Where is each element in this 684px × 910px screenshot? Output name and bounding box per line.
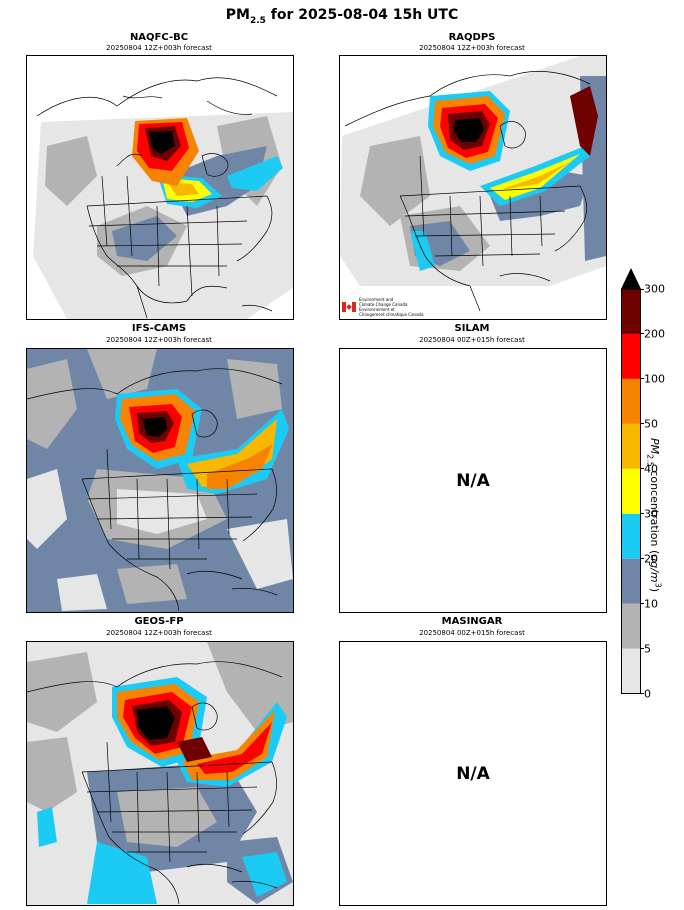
- map-raqdps: Environment and Climate Change Canada En…: [339, 55, 607, 320]
- panel-title-masingar: MASINGAR: [441, 616, 503, 627]
- colorbar-extend-arrow: [621, 268, 641, 289]
- colorbar-tick-mark: [640, 603, 644, 605]
- na-text-masingar: N/A: [456, 763, 490, 784]
- panel-subtitle-ifs-cams: 20250804 12Z+003h forecast: [106, 336, 212, 344]
- map-ifs-cams: [26, 348, 294, 613]
- panel-title-ifs-cams: IFS-CAMS: [131, 323, 187, 334]
- colorbar-tick-label: 0: [644, 687, 651, 700]
- colorbar-segment: [621, 423, 641, 469]
- panel-title-naqfc-bc: NAQFC-BC: [129, 32, 189, 43]
- colorbar-segment: [621, 468, 641, 514]
- colorbar-segment: [621, 378, 641, 424]
- canada-flag-icon: [342, 302, 356, 312]
- colorbar-tick-label: 200: [644, 327, 665, 341]
- colorbar-tick-label: 300: [644, 282, 665, 296]
- map-geos-fp: [26, 641, 294, 906]
- panel-subtitle-naqfc-bc: 20250804 12Z+003h forecast: [106, 44, 212, 52]
- colorbar-tick-label: 50: [644, 417, 658, 431]
- colorbar-segment: [621, 603, 641, 649]
- colorbar-segment: [621, 513, 641, 559]
- colorbar-tick-mark: [640, 288, 644, 290]
- colorbar-tick-mark: [640, 513, 644, 515]
- colorbar-tick-mark: [640, 378, 644, 380]
- panel-title-raqdps: RAQDPS: [448, 32, 496, 43]
- colorbar-segment: [621, 648, 641, 694]
- colorbar-tick-mark: [640, 468, 644, 470]
- panel-title-geos-fp: GEOS-FP: [134, 616, 184, 627]
- colorbar-segment: [621, 289, 641, 334]
- panel-subtitle-silam: 20250804 00Z+015h forecast: [419, 336, 525, 344]
- colorbar-tick-label: 30: [644, 507, 658, 521]
- panel-subtitle-raqdps: 20250804 12Z+003h forecast: [419, 44, 525, 52]
- colorbar-tick-mark: [640, 648, 644, 650]
- colorbar: [621, 268, 641, 694]
- colorbar-segment: [621, 333, 641, 379]
- colorbar-tick-label: 100: [644, 372, 665, 386]
- colorbar-tick-label: 20: [644, 552, 658, 566]
- colorbar-tick-label: 10: [644, 597, 658, 611]
- map-masingar: N/A: [339, 641, 607, 906]
- colorbar-tick-mark: [640, 693, 644, 694]
- panel-title-silam: SILAM: [454, 323, 490, 334]
- na-text-silam: N/A: [456, 470, 490, 491]
- eccc-logo: Environment and Climate Change Canada En…: [342, 297, 424, 317]
- panel-subtitle-masingar: 20250804 00Z+015h forecast: [419, 629, 525, 637]
- panel-subtitle-geos-fp: 20250804 12Z+003h forecast: [106, 629, 212, 637]
- colorbar-tick-label: 40: [644, 462, 658, 476]
- colorbar-label: PM2.5 concentration (ug/m3): [645, 437, 663, 593]
- colorbar-tick-mark: [640, 423, 644, 425]
- map-silam: N/A: [339, 348, 607, 613]
- colorbar-tick-label: 5: [644, 642, 651, 656]
- colorbar-tick-mark: [640, 558, 644, 560]
- colorbar-segment: [621, 558, 641, 604]
- map-naqfc-bc: [26, 55, 294, 320]
- colorbar-tick-mark: [640, 333, 644, 335]
- figure-title: PM2.5 for 2025-08-04 15h UTC: [225, 7, 459, 26]
